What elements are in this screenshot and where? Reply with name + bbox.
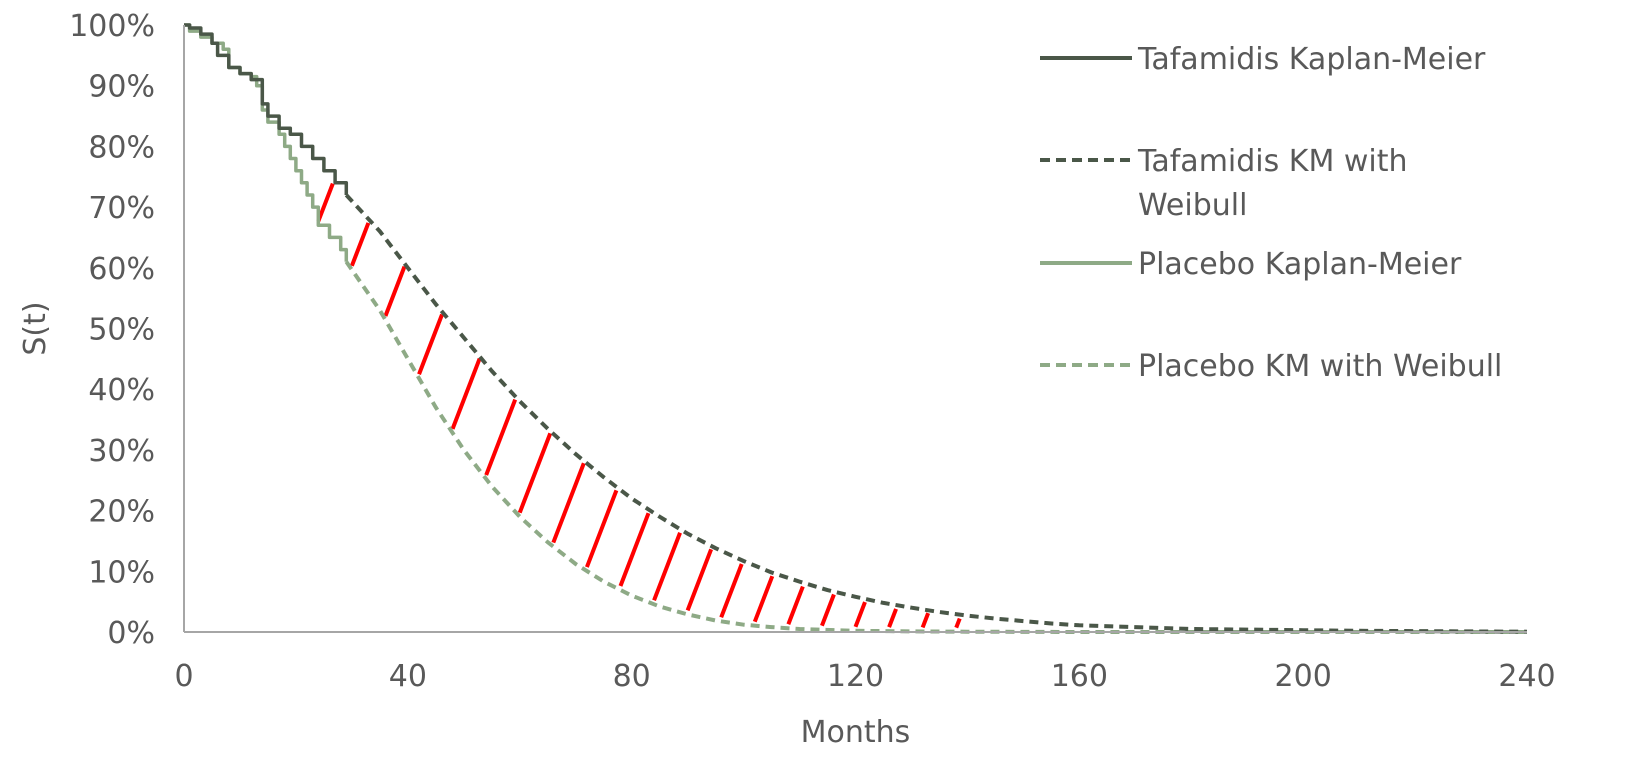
y-tick-label: 50% [88, 313, 155, 348]
x-axis-title: Months [801, 715, 911, 750]
hatch-line [417, 313, 444, 375]
hatch-line [652, 532, 682, 602]
legend-label: Weibull [1138, 188, 1247, 223]
y-tick-label: 100% [69, 9, 155, 44]
series-placebo-weibull [344, 260, 1527, 634]
legend-label: Placebo KM with Weibull [1138, 349, 1502, 384]
y-tick-label: 40% [88, 373, 155, 408]
y-tick-label: 30% [88, 434, 155, 469]
y-tick-labels: 0% 10% 20% 30% 40% 50% 60% 70% 80% 90% 100% [69, 9, 155, 651]
legend-label: Tafamidis Kaplan-Meier [1137, 42, 1486, 77]
y-tick-label: 60% [88, 252, 155, 287]
hatch-line [484, 398, 518, 476]
x-tick-label: 200 [1275, 659, 1332, 694]
x-tick-label: 40 [389, 659, 427, 694]
hatch-line [920, 612, 931, 629]
hatch-line [316, 182, 335, 223]
x-tick-labels: 0 40 80 120 160 200 240 [174, 659, 1555, 694]
hatch-region [316, 182, 962, 629]
hatch-line [585, 489, 619, 568]
hatch-line [517, 432, 553, 514]
y-tick-label: 20% [88, 495, 155, 530]
hatch-line [383, 265, 407, 317]
hatch-line [887, 608, 898, 628]
y-tick-label: 70% [88, 191, 155, 226]
x-tick-label: 0 [174, 659, 193, 694]
x-tick-label: 240 [1498, 659, 1555, 694]
x-tick-label: 80 [613, 659, 651, 694]
series-lines [184, 23, 1528, 634]
hatch-line [954, 617, 962, 629]
x-tick-label: 160 [1051, 659, 1108, 694]
legend: Tafamidis Kaplan-Meier Tafamidis KM with W… [1040, 42, 1502, 384]
series-tafamidis-weibull [344, 193, 1528, 634]
axes [183, 25, 1527, 633]
legend-label: Tafamidis KM with [1137, 144, 1408, 179]
y-tick-label: 90% [88, 70, 155, 105]
y-tick-label: 80% [88, 130, 155, 165]
series-placebo-km [184, 23, 349, 262]
hatch-line [853, 601, 867, 628]
hatch-line [685, 548, 713, 612]
hatch-line [719, 563, 744, 619]
y-tick-label: 10% [88, 555, 155, 590]
hatch-line [551, 462, 586, 544]
legend-label: Placebo Kaplan-Meier [1138, 247, 1462, 282]
y-tick-label: 0% [107, 616, 155, 651]
series-tafamidis-km [184, 23, 349, 195]
y-axis-title: S(t) [18, 301, 53, 355]
hatch-line [450, 357, 482, 430]
x-tick-label: 120 [827, 659, 884, 694]
hatch-line [820, 593, 836, 627]
hatch-line [350, 222, 371, 267]
hatch-line [786, 585, 805, 625]
hatch-line [618, 512, 651, 587]
hatch-line [752, 575, 775, 623]
